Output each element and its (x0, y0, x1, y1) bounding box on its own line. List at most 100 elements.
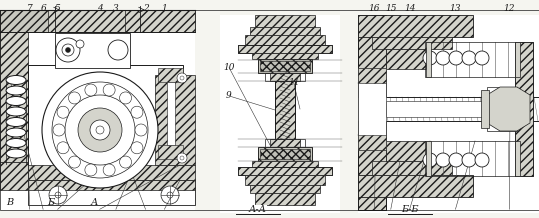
Ellipse shape (6, 97, 26, 106)
Bar (358, 175, 473, 197)
Text: 1: 1 (162, 4, 167, 13)
Bar (252, 161, 318, 167)
Circle shape (135, 124, 147, 136)
Bar (0, 162, 28, 190)
Circle shape (65, 95, 135, 165)
Circle shape (103, 164, 115, 176)
Text: 11: 11 (288, 78, 300, 87)
Bar (238, 45, 332, 53)
Bar (275, 81, 295, 139)
Bar (258, 147, 312, 161)
Ellipse shape (6, 107, 26, 116)
Text: 5: 5 (55, 4, 60, 13)
Bar (28, 180, 195, 190)
Bar (0, 10, 195, 210)
Text: 2: 2 (143, 4, 148, 13)
Bar (275, 81, 295, 139)
Bar (386, 49, 426, 69)
Bar (270, 139, 300, 147)
Text: А-А: А-А (248, 205, 267, 214)
Bar (265, 139, 305, 147)
Circle shape (180, 76, 184, 80)
Circle shape (108, 40, 128, 60)
Text: 13: 13 (450, 4, 461, 13)
Bar (245, 35, 325, 45)
Circle shape (449, 51, 463, 65)
Text: Б: Б (47, 198, 55, 207)
Circle shape (462, 153, 476, 167)
Circle shape (68, 92, 80, 104)
Bar (270, 73, 300, 81)
Bar (515, 42, 533, 176)
Bar (245, 175, 325, 185)
Circle shape (167, 192, 173, 198)
Bar (515, 42, 533, 176)
Bar (258, 59, 312, 73)
Bar (238, 45, 332, 53)
Bar (250, 185, 320, 193)
Bar (515, 141, 520, 176)
Text: А: А (91, 198, 98, 207)
Circle shape (462, 51, 476, 65)
Ellipse shape (6, 75, 26, 85)
Circle shape (103, 84, 115, 96)
Circle shape (161, 186, 179, 204)
Bar (158, 68, 183, 82)
Polygon shape (487, 87, 530, 131)
Bar (0, 32, 28, 162)
Text: 4: 4 (97, 4, 102, 13)
Bar (0, 10, 48, 32)
Bar (487, 87, 517, 131)
Bar (372, 37, 452, 49)
Text: 6: 6 (40, 4, 46, 13)
Circle shape (96, 126, 104, 134)
Bar (426, 141, 431, 176)
Circle shape (85, 84, 97, 96)
Bar (358, 15, 539, 213)
Bar (252, 53, 318, 59)
Bar (28, 65, 183, 180)
Circle shape (436, 51, 450, 65)
Text: Б-Б: Б-Б (401, 205, 418, 214)
Ellipse shape (6, 118, 26, 126)
Circle shape (449, 153, 463, 167)
Bar (0, 10, 195, 32)
Ellipse shape (6, 128, 26, 137)
Circle shape (52, 82, 148, 178)
Text: 9: 9 (226, 91, 232, 100)
Text: 15: 15 (385, 4, 397, 13)
Bar (425, 42, 515, 77)
Bar (220, 15, 340, 213)
Text: 10: 10 (223, 63, 235, 72)
Bar (386, 101, 486, 117)
Bar (372, 161, 452, 175)
Bar (125, 10, 195, 32)
Bar (55, 33, 130, 68)
Ellipse shape (6, 138, 26, 148)
Bar (358, 15, 473, 37)
Bar (250, 27, 320, 35)
Circle shape (42, 72, 158, 188)
Bar (255, 15, 315, 27)
Bar (358, 135, 386, 150)
Circle shape (131, 106, 143, 118)
Circle shape (475, 153, 489, 167)
Circle shape (423, 153, 437, 167)
Bar (28, 165, 195, 180)
Circle shape (131, 142, 143, 154)
Text: 7: 7 (27, 4, 32, 13)
Bar (358, 15, 386, 210)
Bar (255, 193, 315, 205)
Bar (167, 82, 175, 145)
Circle shape (57, 106, 69, 118)
Bar (426, 42, 431, 77)
Bar (265, 73, 305, 81)
Circle shape (85, 164, 97, 176)
Text: В: В (6, 198, 13, 207)
Circle shape (436, 153, 450, 167)
Circle shape (120, 156, 132, 168)
Circle shape (177, 73, 187, 83)
Bar (258, 59, 312, 73)
Bar (386, 141, 426, 161)
Bar (260, 149, 310, 159)
